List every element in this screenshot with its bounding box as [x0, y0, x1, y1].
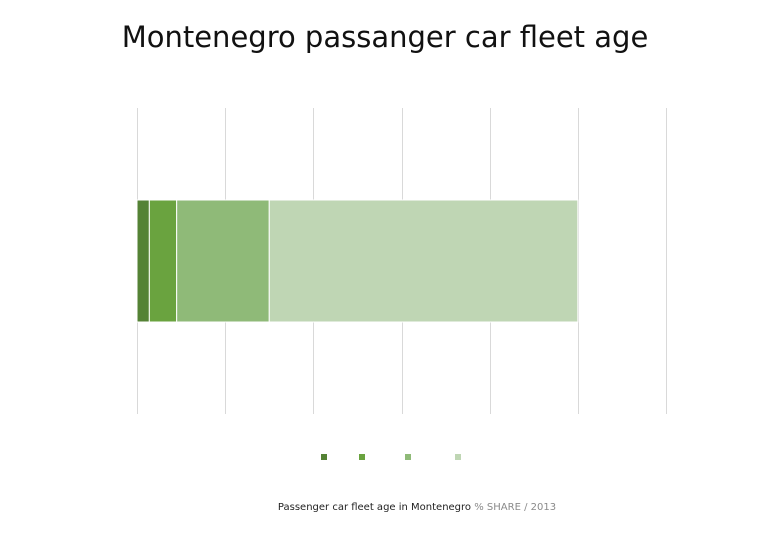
legend	[321, 454, 461, 460]
chart-title: Montenegro passanger car fleet age	[121, 20, 649, 54]
source-note-muted: % SHARE / 2013	[474, 502, 557, 513]
legend-marker-3	[405, 454, 411, 460]
source-note-main: Passenger car fleet age in Montenegro	[277, 502, 472, 513]
bar-segment-4	[268, 199, 579, 323]
legend-marker-1	[321, 454, 327, 460]
bar-segment-3	[176, 199, 270, 323]
source-note: Passenger car fleet age in Montenegro % …	[0, 502, 780, 513]
bar-segment-2	[148, 199, 178, 323]
legend-marker-2	[359, 454, 365, 460]
stacked-bar	[136, 199, 579, 323]
bar-segment-1	[136, 199, 150, 323]
legend-marker-4	[455, 454, 461, 460]
